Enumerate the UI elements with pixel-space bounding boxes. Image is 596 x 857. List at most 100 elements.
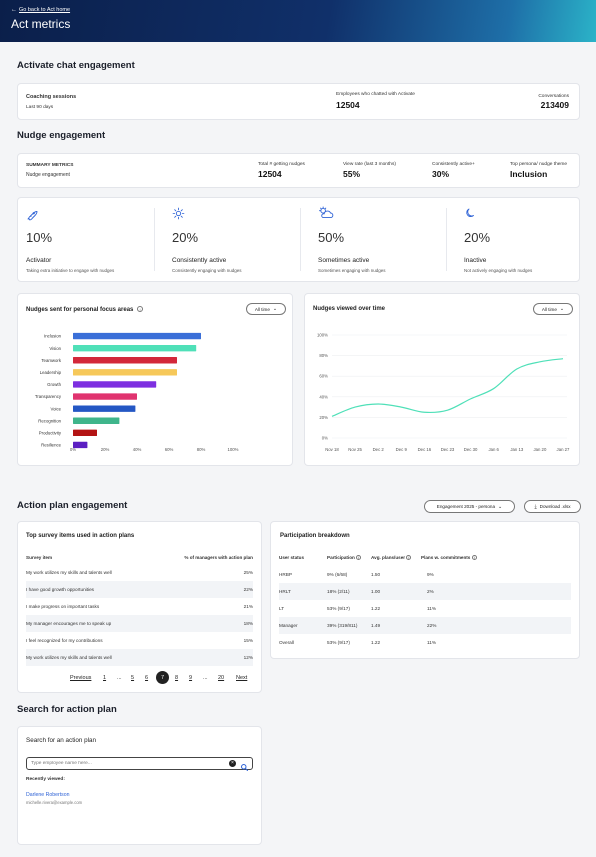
x-tick-label: 40% (133, 447, 142, 452)
line-chart-filter[interactable]: All time ⌄ (533, 303, 573, 315)
recently-viewed-label: Recently viewed: (26, 777, 65, 782)
y-tick-label: 20% (319, 415, 328, 420)
table-row: I feel recognized for my contributions 1… (26, 632, 253, 649)
segment-name: Sometimes active (318, 257, 370, 264)
survey-pct: 12% (243, 655, 253, 660)
pagination-page[interactable]: 5 (131, 675, 135, 681)
col-avg-plans: Avg. plans/user i (371, 555, 421, 560)
metric-value: 30% (432, 169, 450, 179)
y-tick-label: 60% (319, 374, 328, 379)
bar-category-label: Recognition (38, 418, 61, 423)
info-icon[interactable]: i (137, 306, 144, 312)
search-input[interactable] (31, 759, 221, 768)
chat-heading: Activate chat engagement (17, 60, 135, 71)
bar (73, 441, 88, 449)
bar (73, 429, 97, 437)
table-row: My manager encourages me to speak up 18% (26, 615, 253, 632)
x-tick-label: Dec 9 (396, 447, 408, 452)
chevron-down-icon: ⌄ (498, 503, 503, 510)
pagination-current-page[interactable]: 7 (156, 671, 169, 684)
cell-commitments: 11% (427, 640, 437, 645)
info-icon[interactable]: i (406, 555, 412, 560)
clear-icon[interactable]: × (229, 760, 236, 767)
bar-chart-plot: Inclusion Vision Teamwork Leadership Growth T… (35, 332, 239, 452)
y-tick-label: 40% (319, 394, 328, 399)
table-row: Overall 53% (9/17) 1.22 11% (279, 634, 571, 651)
chat-period: Last 90 days (26, 105, 54, 110)
table-row: My work utilizes my skills and talents w… (26, 564, 253, 581)
page-title: Act metrics (11, 17, 71, 31)
metric-label: Top persona/ nudge theme (510, 162, 568, 167)
chat-card: Coaching sessions Last 90 days Employees… (17, 83, 580, 120)
participation-title: Participation breakdown (280, 533, 350, 539)
survey-pct: 25% (243, 570, 253, 575)
pagination-next[interactable]: Next (236, 675, 248, 681)
survey-pct: 21% (243, 604, 253, 609)
y-tick-label: 80% (319, 353, 328, 358)
pagination-previous[interactable]: Previous (70, 675, 92, 681)
cell-avg-plans: 1.22 (371, 640, 381, 645)
bar-category-label: Growth (47, 382, 61, 387)
segment-name: Inactive (464, 257, 487, 264)
x-tick-label: 0% (70, 447, 76, 452)
search-icon[interactable] (240, 759, 249, 777)
pagination-page[interactable]: 9 (189, 675, 193, 681)
cell-status: Manager (279, 623, 298, 628)
page-header: ← Go back to Act home Act metrics (0, 0, 596, 42)
pagination-page[interactable]: 20 (218, 675, 225, 681)
cell-participation: 53% (9/17) (327, 606, 350, 611)
table-row: LT 53% (9/17) 1.22 11% (279, 600, 571, 617)
survey-items-card: Top survey items used in action plans Su… (17, 521, 262, 693)
x-tick-label: Dec 16 (418, 447, 432, 452)
table-row: Manager 39% (319/811) 1.49 22% (279, 617, 571, 634)
col-commitments-label: Plans w. commitments (421, 555, 471, 560)
moon-icon (464, 207, 476, 225)
participation-table-header: User status Participation i Avg. plans/u… (279, 549, 571, 566)
bar-category-label: Transparency (35, 394, 62, 399)
recent-employee-link[interactable]: Darlene Robertson (26, 792, 70, 798)
pagination-ellipsis: ... (203, 675, 208, 681)
survey-item: I make progress on important tasks (26, 604, 100, 609)
x-tick-label: Jan 6 (488, 447, 499, 452)
x-tick-label: 80% (197, 447, 206, 452)
cell-status: LT (279, 606, 285, 611)
info-icon[interactable]: i (356, 555, 362, 560)
bar-category-label: Vision (49, 346, 61, 351)
segment-name: Activator (26, 257, 52, 264)
pagination-page[interactable]: 6 (145, 675, 149, 681)
download-button[interactable]: ⤓ Download .xlsx (524, 500, 581, 513)
back-link-label: Go back to Act home (19, 7, 71, 13)
col-commitments: Plans w. commitments i (421, 555, 571, 560)
segment-desc: Taking extra initiative to engage with n… (26, 268, 115, 273)
metric-label: Consistently active+ (432, 162, 475, 167)
survey-col-pct: % of managers with action plan (184, 555, 253, 560)
cell-avg-plans: 1.49 (371, 623, 381, 628)
bar (73, 344, 197, 352)
survey-table-header: Survey item % of managers with action pl… (26, 549, 253, 566)
col-user-status: User status (279, 555, 305, 560)
engagement-dropdown[interactable]: Engagement 2025 - persona ⌄ (424, 500, 515, 513)
back-link[interactable]: ← Go back to Act home (11, 7, 70, 13)
survey-items-title: Top survey items used in action plans (26, 533, 135, 539)
pagination-page[interactable]: 8 (175, 675, 179, 681)
participation-card: Participation breakdown User status Part… (270, 521, 580, 659)
table-row: HRBP 9% (6/68) 1.50 9% (279, 566, 571, 583)
segment-name: Consistently active (172, 257, 227, 264)
bar-chart-filter[interactable]: All time ⌄ (246, 303, 286, 315)
bar-category-label: Inclusion (44, 334, 62, 339)
search-field: × (26, 757, 253, 771)
cloud-sun-icon (318, 206, 334, 225)
chevron-down-icon: ⌄ (559, 306, 565, 312)
bar (73, 357, 177, 364)
cell-status: HRBP (279, 572, 293, 577)
metric-value: 12504 (258, 169, 282, 179)
bar-category-label: Voice (50, 406, 61, 411)
segment-pct: 10% (26, 230, 53, 245)
metric-value: 55% (343, 169, 361, 179)
cell-avg-plans: 1.50 (371, 572, 381, 577)
pagination-page[interactable]: 1 (103, 675, 107, 681)
x-tick-label: Jan 20 (533, 447, 547, 452)
action-heading: Action plan engagement (17, 500, 128, 511)
conversations-value: 213409 (540, 100, 569, 110)
info-icon[interactable]: i (471, 555, 477, 560)
